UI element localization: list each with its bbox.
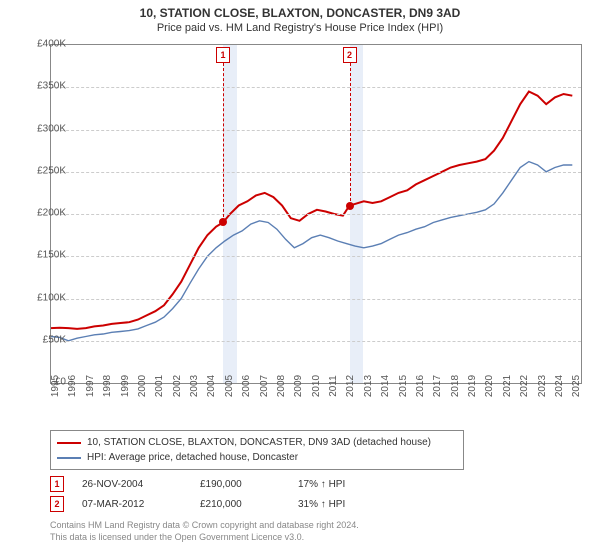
x-axis-label: 1998 [102, 375, 113, 397]
x-axis-label: 2016 [415, 375, 426, 397]
x-axis-label: 2023 [537, 375, 548, 397]
series-property [51, 92, 572, 329]
x-axis-label: 2024 [554, 375, 565, 397]
gridline [51, 299, 581, 300]
x-axis-label: 2004 [206, 375, 217, 397]
gridline [51, 87, 581, 88]
y-axis-label: £350K [18, 81, 66, 92]
sale-delta: 17% ↑ HPI [298, 479, 378, 490]
chart-title: 10, STATION CLOSE, BLAXTON, DONCASTER, D… [0, 0, 600, 22]
y-axis-label: £300K [18, 123, 66, 134]
gridline [51, 130, 581, 131]
marker-line [223, 63, 224, 222]
x-axis-label: 2005 [224, 375, 235, 397]
x-axis-label: 2000 [137, 375, 148, 397]
x-axis-label: 2007 [259, 375, 270, 397]
chart-container: 10, STATION CLOSE, BLAXTON, DONCASTER, D… [0, 0, 600, 560]
x-axis-label: 1999 [120, 375, 131, 397]
x-axis-label: 2018 [450, 375, 461, 397]
y-axis-label: £150K [18, 250, 66, 261]
x-axis-label: 2025 [571, 375, 582, 397]
sale-date: 26-NOV-2004 [82, 479, 182, 490]
sale-marker-box: 2 [50, 496, 64, 512]
legend-swatch [57, 442, 81, 444]
sale-row: 1 26-NOV-2004 £190,000 17% ↑ HPI [50, 474, 378, 494]
gridline [51, 256, 581, 257]
gridline [51, 341, 581, 342]
sale-price: £190,000 [200, 479, 280, 490]
y-axis-label: £50K [18, 334, 66, 345]
marker-dot [346, 202, 354, 210]
marker-box: 1 [216, 47, 230, 63]
legend-swatch [57, 457, 81, 459]
x-axis-label: 2012 [345, 375, 356, 397]
sales-table: 1 26-NOV-2004 £190,000 17% ↑ HPI 2 07-MA… [50, 474, 378, 514]
x-axis-label: 2015 [398, 375, 409, 397]
legend: 10, STATION CLOSE, BLAXTON, DONCASTER, D… [50, 430, 464, 470]
x-axis-label: 2009 [293, 375, 304, 397]
footnote-line: This data is licensed under the Open Gov… [50, 532, 359, 544]
x-axis-label: 2001 [154, 375, 165, 397]
x-axis-label: 2017 [432, 375, 443, 397]
x-axis-label: 2013 [363, 375, 374, 397]
chart-subtitle: Price paid vs. HM Land Registry's House … [0, 22, 600, 38]
sale-marker-box: 1 [50, 476, 64, 492]
marker-line [350, 63, 351, 206]
y-axis-label: £100K [18, 292, 66, 303]
legend-item: 10, STATION CLOSE, BLAXTON, DONCASTER, D… [57, 435, 457, 450]
x-axis-label: 1995 [50, 375, 61, 397]
x-axis-label: 2021 [502, 375, 513, 397]
gridline [51, 172, 581, 173]
sale-delta: 31% ↑ HPI [298, 499, 378, 510]
x-axis-label: 2008 [276, 375, 287, 397]
x-axis-label: 2002 [172, 375, 183, 397]
x-axis-label: 1996 [67, 375, 78, 397]
x-axis-label: 2022 [519, 375, 530, 397]
x-axis-label: 1997 [85, 375, 96, 397]
sale-date: 07-MAR-2012 [82, 499, 182, 510]
x-axis-label: 2010 [311, 375, 322, 397]
gridline [51, 214, 581, 215]
footnote-line: Contains HM Land Registry data © Crown c… [50, 520, 359, 532]
sale-row: 2 07-MAR-2012 £210,000 31% ↑ HPI [50, 494, 378, 514]
x-axis-label: 2020 [484, 375, 495, 397]
plot-area: 12 [50, 44, 582, 384]
marker-box: 2 [343, 47, 357, 63]
x-axis-label: 2003 [189, 375, 200, 397]
legend-label: HPI: Average price, detached house, Donc… [87, 450, 298, 465]
footnote: Contains HM Land Registry data © Crown c… [50, 520, 359, 543]
marker-dot [219, 218, 227, 226]
x-axis-label: 2019 [467, 375, 478, 397]
x-axis-label: 2006 [241, 375, 252, 397]
series-hpi [51, 162, 572, 341]
x-axis-label: 2011 [328, 375, 339, 397]
y-axis-label: £400K [18, 39, 66, 50]
legend-item: HPI: Average price, detached house, Donc… [57, 450, 457, 465]
legend-label: 10, STATION CLOSE, BLAXTON, DONCASTER, D… [87, 435, 431, 450]
y-axis-label: £200K [18, 208, 66, 219]
sale-price: £210,000 [200, 499, 280, 510]
x-axis-label: 2014 [380, 375, 391, 397]
y-axis-label: £250K [18, 165, 66, 176]
